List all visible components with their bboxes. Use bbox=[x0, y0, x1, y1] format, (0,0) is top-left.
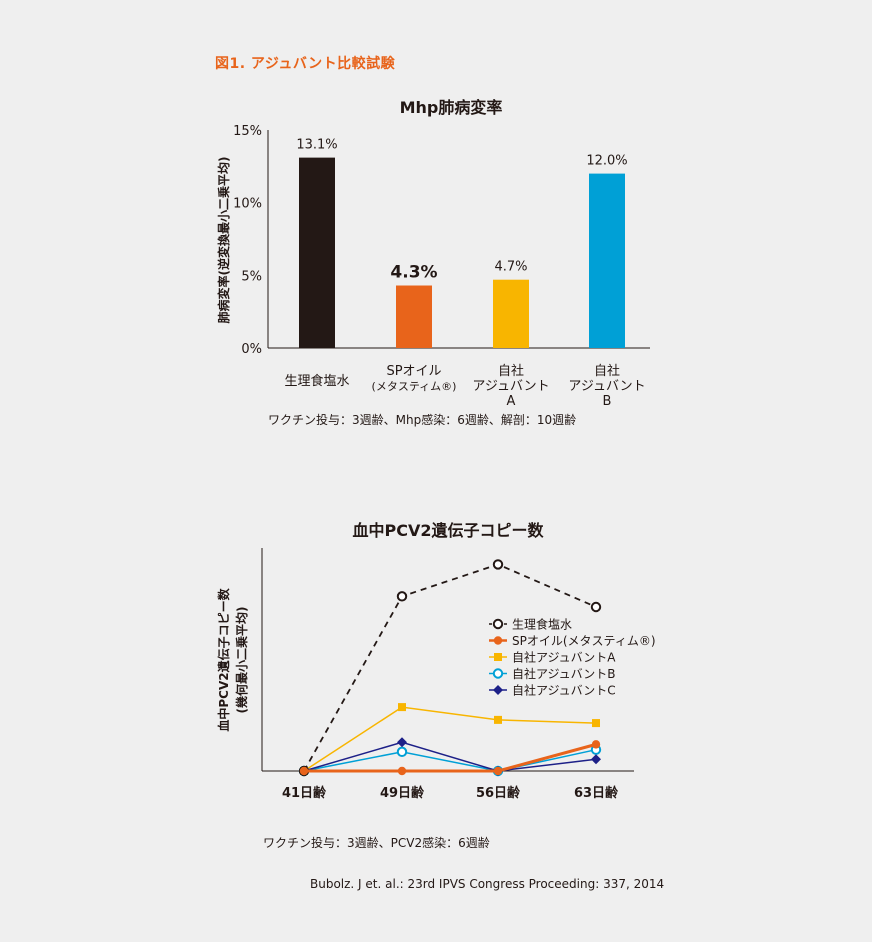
figure-title: 図1. アジュバント比較試験 bbox=[215, 56, 396, 72]
bar-chart-y-tick-label: 10% bbox=[233, 197, 262, 212]
bar-value-label: 12.0% bbox=[586, 154, 627, 169]
legend-label: SPオイル(メタスティム®) bbox=[512, 634, 656, 648]
bar-chart-y-tick-label: 15% bbox=[233, 124, 262, 139]
bar-category-label: アジュバント bbox=[568, 379, 645, 394]
bar-category-label: 生理食塩水 bbox=[284, 373, 349, 389]
line-chart-title: 血中PCV2遺伝子コピー数 bbox=[353, 521, 545, 540]
legend-label: 生理食塩水 bbox=[512, 617, 572, 632]
data-point bbox=[398, 703, 406, 712]
line-chart-x-tick-label: 56日齢 bbox=[476, 785, 521, 801]
series-line bbox=[303, 706, 597, 772]
bar-value-label: 13.1% bbox=[296, 138, 337, 153]
bar-chart-y-tick-label: 0% bbox=[241, 342, 262, 357]
bar-category-label: A bbox=[507, 394, 516, 409]
data-point bbox=[494, 715, 502, 724]
series-line bbox=[303, 563, 597, 772]
data-point bbox=[591, 754, 601, 765]
data-point bbox=[396, 746, 408, 758]
bar-category-label: (メタスティム®) bbox=[372, 380, 457, 393]
data-point bbox=[299, 766, 309, 776]
bar-category-label: SPオイル bbox=[386, 364, 441, 379]
bar bbox=[493, 279, 529, 348]
legend-marker bbox=[492, 668, 504, 679]
bar-category-label: 自社 bbox=[594, 363, 620, 379]
line-chart-x-tick-label: 49日齢 bbox=[380, 785, 425, 801]
data-point bbox=[397, 737, 407, 748]
legend-marker bbox=[494, 653, 502, 661]
data-point bbox=[592, 719, 600, 728]
data-point bbox=[396, 591, 408, 602]
series-line bbox=[303, 741, 597, 772]
bar-category-label: アジュバント bbox=[472, 379, 549, 394]
bar bbox=[396, 285, 432, 348]
legend-marker bbox=[493, 636, 503, 645]
legend-marker bbox=[492, 618, 504, 630]
data-point bbox=[397, 766, 407, 776]
bar-chart-y-tick-label: 5% bbox=[241, 269, 262, 284]
bar-value-label: 4.7% bbox=[494, 260, 527, 275]
bar-category-label: 自社 bbox=[498, 363, 524, 379]
legend-label: 自社アジュバントB bbox=[512, 666, 616, 681]
series-line bbox=[303, 748, 597, 772]
legend-label: 自社アジュバントC bbox=[512, 683, 616, 698]
line-chart-x-tick-label: 63日齢 bbox=[574, 785, 619, 801]
data-point bbox=[591, 740, 601, 749]
bar-value-label: 4.3% bbox=[390, 263, 437, 283]
data-point bbox=[492, 559, 504, 570]
line-chart-x-tick-label: 41日齢 bbox=[282, 785, 327, 801]
data-point bbox=[493, 766, 503, 776]
bar-category-label: B bbox=[603, 394, 612, 409]
legend-marker bbox=[493, 685, 503, 695]
line-chart-note: ワクチン投与：3週齢、PCV2感染：6週齢 bbox=[263, 836, 490, 850]
series-line bbox=[304, 742, 597, 773]
line-chart-y-axis-title: 血中PCV2遺伝子コピー数 bbox=[216, 587, 231, 731]
line-chart-y-axis-subtitle: (幾何最小二乗平均) bbox=[234, 607, 249, 714]
citation: Bubolz. J et. al.: 23rd IPVS Congress Pr… bbox=[310, 877, 665, 891]
bar-chart-y-axis-title: 肺病変率(逆変換最小二乗平均) bbox=[216, 157, 231, 324]
bar bbox=[299, 157, 335, 348]
data-point bbox=[590, 601, 602, 613]
bar-chart-title: Mhp肺病変率 bbox=[400, 98, 503, 117]
legend-label: 自社アジュバントA bbox=[512, 650, 616, 665]
bar bbox=[589, 173, 625, 348]
bar-chart-note: ワクチン投与：3週齢、Mhp感染：6週齢、解剖：10週齢 bbox=[268, 413, 577, 427]
